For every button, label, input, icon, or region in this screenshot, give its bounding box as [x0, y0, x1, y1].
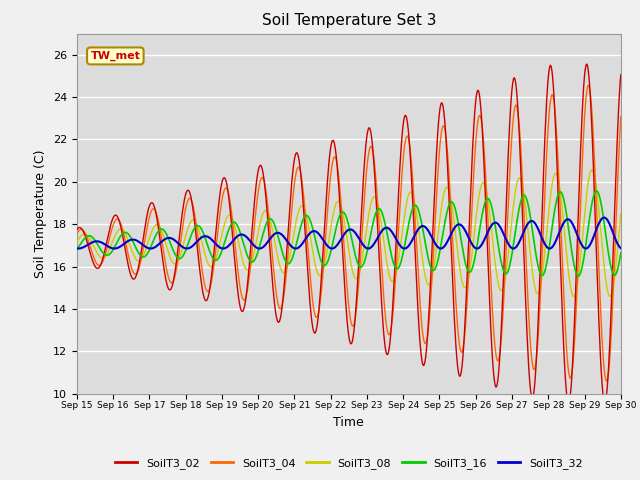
- Y-axis label: Soil Temperature (C): Soil Temperature (C): [35, 149, 47, 278]
- SoilT3_04: [617, 114, 625, 120]
- SoilT3_04: [73, 231, 81, 237]
- SoilT3_02: [83, 238, 90, 243]
- SoilT3_16: [139, 254, 147, 260]
- SoilT3_08: [570, 294, 578, 300]
- Text: TW_met: TW_met: [90, 51, 140, 61]
- SoilT3_32: [473, 246, 481, 252]
- SoilT3_32: [83, 242, 90, 248]
- SoilT3_02: [223, 180, 230, 186]
- SoilT3_02: [583, 61, 591, 67]
- SoilT3_08: [194, 224, 202, 230]
- SoilT3_16: [431, 267, 438, 273]
- SoilT3_32: [223, 244, 230, 250]
- SoilT3_32: [73, 246, 81, 252]
- SoilT3_16: [73, 247, 81, 252]
- SoilT3_32: [415, 226, 422, 231]
- SoilT3_04: [83, 233, 90, 239]
- SoilT3_16: [415, 208, 422, 214]
- SoilT3_16: [194, 223, 202, 228]
- SoilT3_08: [431, 259, 438, 264]
- SoilT3_32: [431, 240, 438, 246]
- Line: SoilT3_32: SoilT3_32: [77, 217, 621, 249]
- SoilT3_04: [194, 234, 202, 240]
- SoilT3_08: [617, 211, 625, 217]
- SoilT3_32: [600, 215, 608, 220]
- SoilT3_08: [139, 254, 147, 260]
- SoilT3_02: [431, 186, 438, 192]
- SoilT3_02: [617, 72, 625, 78]
- SoilT3_04: [139, 249, 147, 255]
- Legend: SoilT3_02, SoilT3_04, SoilT3_08, SoilT3_16, SoilT3_32: SoilT3_02, SoilT3_04, SoilT3_08, SoilT3_…: [110, 453, 588, 473]
- X-axis label: Time: Time: [333, 416, 364, 429]
- SoilT3_04: [431, 227, 438, 232]
- SoilT3_08: [223, 215, 230, 221]
- SoilT3_08: [588, 167, 596, 173]
- SoilT3_16: [223, 233, 230, 239]
- SoilT3_16: [617, 250, 625, 256]
- SoilT3_04: [223, 185, 230, 191]
- SoilT3_08: [83, 232, 90, 238]
- SoilT3_08: [73, 240, 81, 245]
- SoilT3_04: [415, 281, 422, 287]
- SoilT3_32: [194, 238, 202, 243]
- SoilT3_02: [564, 400, 572, 406]
- Line: SoilT3_08: SoilT3_08: [77, 170, 621, 297]
- SoilT3_32: [617, 245, 625, 251]
- SoilT3_02: [73, 227, 81, 232]
- SoilT3_02: [194, 250, 202, 255]
- SoilT3_32: [139, 242, 147, 248]
- SoilT3_16: [593, 188, 600, 194]
- SoilT3_16: [575, 273, 582, 279]
- SoilT3_02: [139, 240, 147, 245]
- Title: Soil Temperature Set 3: Soil Temperature Set 3: [262, 13, 436, 28]
- SoilT3_02: [415, 322, 422, 327]
- SoilT3_08: [415, 228, 422, 234]
- SoilT3_04: [584, 83, 592, 88]
- Line: SoilT3_04: SoilT3_04: [77, 85, 621, 381]
- SoilT3_04: [603, 378, 611, 384]
- Line: SoilT3_16: SoilT3_16: [77, 191, 621, 276]
- SoilT3_16: [83, 234, 90, 240]
- Line: SoilT3_02: SoilT3_02: [77, 64, 621, 403]
